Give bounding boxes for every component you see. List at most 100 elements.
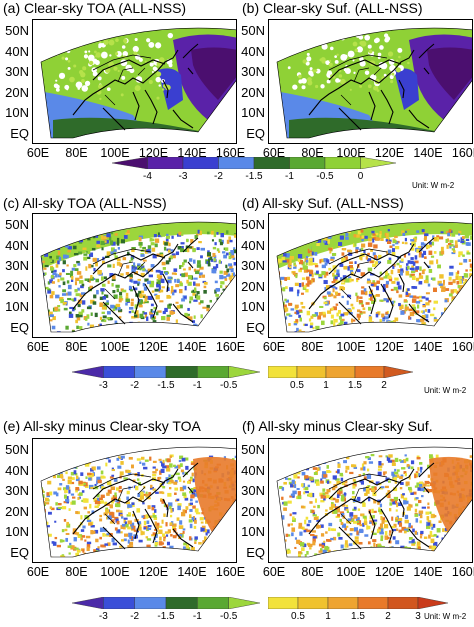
field-cell [429,511,432,514]
field-cell [67,250,71,253]
field-cell [460,285,465,290]
field-cell [367,457,371,461]
field-cell [138,290,142,295]
colorbar-svg [72,597,260,609]
field-cell [376,280,381,284]
field-cell [404,242,408,245]
field-cell [433,534,437,537]
field-cell [192,478,195,483]
field-cell [114,492,117,497]
field-cell [211,268,215,274]
lat-tick-label: EQ [246,125,265,141]
field-cell [452,532,456,537]
field-cell [371,488,375,492]
field-cell [57,474,61,478]
field-cell [364,492,368,496]
field-cell [453,336,456,338]
field-cell [41,472,43,476]
field-cell [167,492,172,497]
field-cell [59,483,63,486]
field-cell [294,484,297,488]
field-cell [309,270,314,275]
field-cell [444,527,448,531]
field-cell [36,550,38,554]
field-cell [219,274,224,280]
field-cell [122,327,127,332]
field-cell [227,549,230,554]
field-cell [203,529,208,533]
field-cell [86,337,90,338]
field-cell [142,322,148,328]
field-cell [331,487,336,491]
field-speck [123,38,128,43]
field-cell [41,494,42,499]
field-cell [296,229,299,233]
field-cell [461,335,465,338]
field-cell [295,310,300,315]
field-cell [133,271,139,275]
field-cell [52,541,57,546]
field-cell [458,296,462,300]
field-cell [285,299,289,303]
field-cell [41,516,42,520]
field-cell [326,494,330,499]
field-cell [99,296,104,301]
field-cell [223,270,228,275]
field-cell [189,536,192,541]
field-cell [150,308,153,313]
field-cell [381,313,385,318]
field-cell [63,500,67,504]
field-cell [34,476,37,479]
field-cell [136,333,140,337]
field-cell [223,291,227,295]
colorbar-segment [327,597,359,609]
field-cell [78,241,83,244]
field-cell [189,502,193,505]
field-cell [290,308,295,311]
field-cell [395,516,399,520]
field-cell [151,506,155,511]
field-cell [349,278,352,283]
field-cell [298,259,304,265]
domain-outline [276,27,472,139]
field-cell [271,320,273,323]
field-cell [68,230,72,233]
field-cell [147,548,150,551]
field-cell [67,465,70,468]
missing-data [153,62,156,65]
field-cell [226,273,231,277]
field-cell [80,329,85,333]
field-cell [430,534,435,538]
field-cell [469,520,472,523]
field-cell [428,550,432,554]
field-cell [105,454,110,460]
field-cell [302,505,306,509]
field-cell [387,275,392,279]
field-cell [89,559,92,562]
field-cell [44,252,49,257]
borders [92,473,152,525]
field-cell [281,496,284,500]
field-cell [344,561,348,563]
field-cell [423,238,427,241]
field-cell [417,487,421,491]
field-cell [38,271,41,274]
field-cell [365,486,370,491]
field-cell [317,461,320,465]
field-cell [70,270,74,276]
field-cell [220,281,225,285]
field-cell [304,553,307,557]
field-cell [50,265,54,268]
field-cell [161,329,165,333]
field-cell [73,297,77,301]
field-cell [368,319,372,323]
field-cell [314,251,318,256]
field-cell [219,241,223,246]
field-cell [114,550,119,555]
field-cell [315,481,320,486]
field-cell [417,332,421,336]
field-cell [229,267,232,271]
field-cell [71,267,76,271]
field-cell [427,474,431,478]
field-cell [461,335,465,338]
